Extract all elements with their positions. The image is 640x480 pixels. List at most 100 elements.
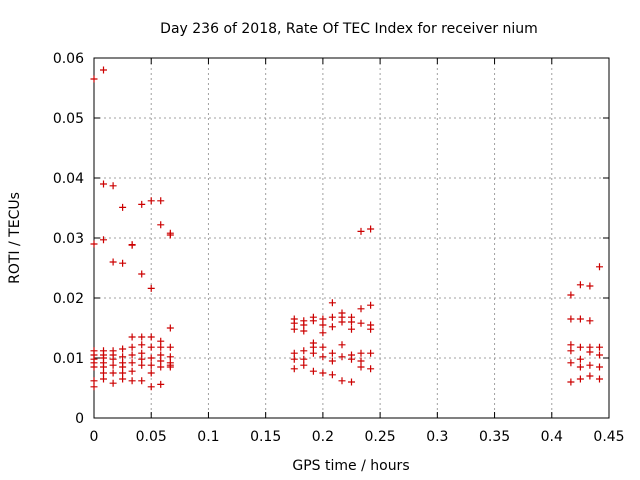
data-point [586, 317, 594, 325]
data-point [357, 305, 365, 313]
data-point [119, 353, 127, 361]
data-point [138, 355, 146, 363]
data-point [128, 359, 136, 367]
data-point [357, 319, 365, 327]
data-point [357, 363, 365, 371]
x-axis: 0 0.05 0.1 0.15 0.2 0.25 0.3 0.35 0.4 0.45 [90, 58, 625, 445]
data-point [147, 383, 155, 391]
data-point [99, 375, 107, 383]
data-point [99, 66, 107, 74]
data-point [99, 369, 107, 377]
x-tick-label: 0.1 [197, 429, 219, 445]
data-point [567, 378, 575, 386]
data-point [596, 351, 604, 359]
data-point [119, 345, 127, 353]
data-point [319, 315, 327, 323]
data-point [166, 231, 174, 239]
data-point [348, 318, 355, 326]
data-point [128, 343, 136, 351]
data-point [109, 361, 117, 369]
data-point [138, 333, 146, 341]
data-point [90, 383, 98, 391]
x-tick-label: 0.2 [312, 429, 334, 445]
data-point [338, 377, 346, 385]
data-point [138, 361, 146, 369]
data-point [319, 321, 327, 329]
data-point [576, 363, 584, 371]
data-point [367, 301, 375, 309]
data-point [586, 282, 594, 290]
data-point [357, 227, 365, 235]
data-point [576, 375, 584, 383]
data-point [338, 353, 346, 361]
data-point [157, 343, 165, 351]
data-point [567, 315, 575, 323]
data-point [367, 325, 375, 333]
data-point [166, 343, 174, 351]
data-point [328, 323, 336, 331]
y-tick-label: 0 [75, 411, 84, 427]
data-point [567, 359, 575, 367]
data-point [328, 313, 336, 321]
data-point [319, 329, 327, 337]
y-axis-label: ROTI / TECUs [7, 192, 23, 284]
data-point [166, 363, 174, 371]
data-point [319, 369, 327, 377]
data-point [567, 347, 575, 355]
data-point [567, 341, 575, 349]
data-point [109, 258, 117, 266]
data-point [596, 363, 604, 371]
data-point [300, 327, 308, 335]
data-point [357, 357, 365, 365]
data-point [147, 197, 155, 205]
data-point [90, 240, 98, 248]
data-point [367, 349, 375, 357]
data-point [138, 349, 146, 357]
data-point [99, 363, 107, 371]
data-point [119, 369, 127, 377]
data-point [319, 343, 327, 351]
data-point [90, 75, 98, 83]
data-point [109, 355, 117, 363]
data-point [338, 341, 346, 349]
x-tick-label: 0.45 [593, 429, 624, 445]
data-point [99, 236, 107, 244]
y-tick-label: 0.01 [53, 351, 84, 367]
data-point [99, 180, 107, 188]
data-point [157, 221, 165, 229]
data-point [328, 349, 336, 357]
grid-lines [94, 58, 609, 418]
data-point [119, 363, 127, 371]
x-tick-label: 0.15 [250, 429, 281, 445]
data-point [109, 379, 117, 387]
data-point [147, 361, 155, 369]
data-point [147, 343, 155, 351]
data-point [309, 317, 317, 325]
x-axis-label: GPS time / hours [292, 458, 409, 474]
data-point [109, 182, 117, 190]
data-point [128, 351, 136, 359]
data-point [90, 363, 98, 371]
data-point [367, 365, 375, 373]
data-point [309, 343, 317, 351]
data-point [328, 299, 336, 307]
data-point [300, 355, 308, 363]
data-point [290, 325, 298, 333]
data-point [138, 377, 146, 385]
data-point [166, 353, 174, 361]
data-point [157, 363, 165, 371]
data-point [147, 284, 155, 292]
data-point [576, 355, 584, 363]
data-point [300, 321, 308, 329]
data-point [338, 318, 346, 326]
data-point [138, 200, 146, 208]
data-point [596, 375, 604, 383]
y-tick-label: 0.04 [53, 171, 84, 187]
y-tick-label: 0.06 [53, 51, 84, 67]
data-point [348, 355, 355, 363]
y-tick-label: 0.05 [53, 111, 84, 127]
x-tick-label: 0 [90, 429, 99, 445]
data-point [119, 375, 127, 383]
data-point [157, 351, 165, 359]
